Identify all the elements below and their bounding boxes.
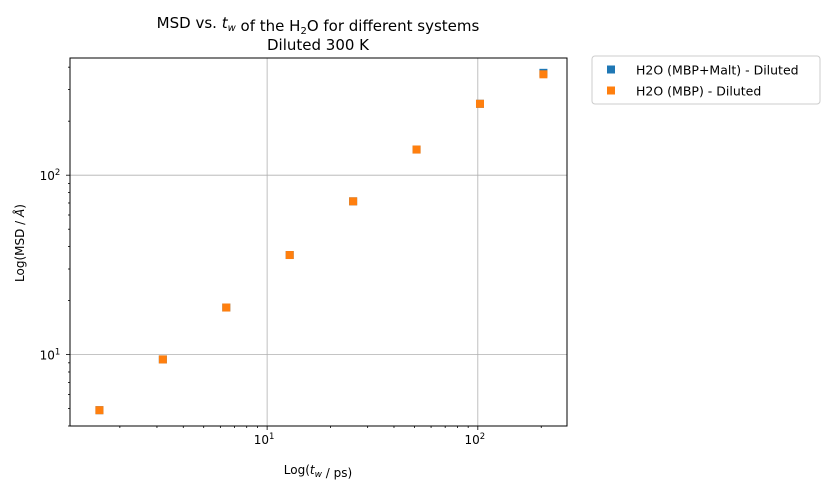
grid-lines [70,58,567,426]
chart-subtitle: Diluted 300 K [267,36,370,54]
x-tick-label: 101 [254,432,275,447]
legend-label-series-2: H2O (MBP) - Diluted [636,84,761,99]
legend-marker-series-2 [607,86,615,95]
data-point-series-2 [285,251,294,260]
data-point-series-2 [349,197,358,206]
data-point-series-2 [95,406,104,415]
minor-ticks [68,66,542,428]
legend: H2O (MBP+Malt) - Diluted H2O (MBP) - Dilu… [591,55,821,105]
major-ticks: 101 102 101 102 [40,168,486,447]
data-point-series-2 [412,145,421,154]
plot-area: 101 102 101 102 [40,57,568,447]
plot-frame [69,57,568,427]
data-point-series-2 [222,303,231,312]
x-axis-label: Log(tw / ps) [284,463,352,480]
legend-label-series-1: H2O (MBP+Malt) - Diluted [636,63,799,78]
x-tick-label: 102 [464,432,485,447]
data-point-series-2 [475,99,484,108]
y-axis-label: Log(MSD / Å) [12,204,27,282]
legend-box [591,55,821,105]
legend-marker-series-1 [607,65,615,74]
chart-title: MSD vs. tw of the H2O for different syst… [157,14,480,37]
data-point-series-2 [158,355,167,364]
data-points [95,68,548,415]
y-tick-label: 102 [40,168,61,183]
y-tick-label: 101 [40,348,61,363]
data-point-series-2 [539,70,548,79]
